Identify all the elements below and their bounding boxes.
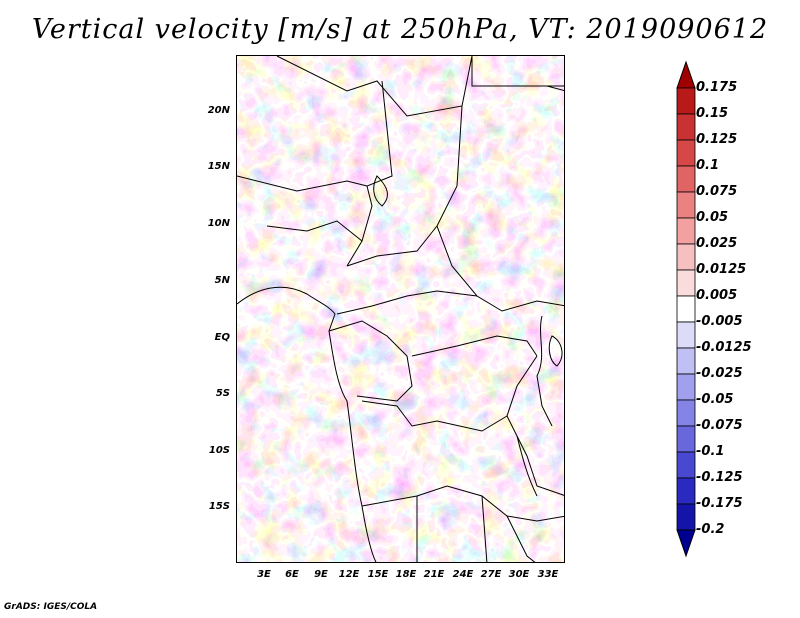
lon-tick-label: 27E	[480, 569, 502, 580]
colorbar-tick-label: 0.1	[696, 158, 720, 173]
colorbar-tick-label: -0.2	[696, 522, 725, 537]
map-title: Vertical velocity [m/s] at 250hPa, VT: 2…	[31, 14, 769, 45]
colorbar-top-arrow	[676, 60, 696, 89]
coastline	[237, 286, 377, 562]
colorbar-swatch	[676, 451, 696, 479]
colorbar-swatch	[676, 295, 696, 323]
lat-tick-label: 10S	[208, 445, 230, 456]
lon-tick-label: 12E	[338, 569, 360, 580]
colorbar-swatch	[676, 477, 696, 505]
lake-outline	[373, 175, 388, 207]
colorbar-swatch	[676, 191, 696, 219]
border-line	[336, 290, 478, 315]
lon-tick-label: 9E	[314, 569, 328, 580]
colorbar-swatch	[676, 373, 696, 401]
colorbar-tick-label: 0.025	[696, 236, 738, 251]
colorbar-swatch	[676, 399, 696, 427]
lat-tick-label: EQ	[214, 332, 230, 343]
colorbar-swatch	[676, 347, 696, 375]
colorbar-tick-label: -0.0125	[696, 340, 752, 355]
colorbar-tick-label: -0.025	[696, 366, 743, 381]
border-line	[237, 175, 368, 192]
lon-tick-label: 21E	[423, 569, 445, 580]
lon-tick-label: 15E	[367, 569, 389, 580]
colorbar-tick-label: -0.175	[696, 496, 743, 511]
country-borders	[237, 56, 564, 562]
colorbar-tick-label: -0.05	[696, 392, 734, 407]
colorbar-swatch	[676, 503, 696, 531]
colorbar-swatch	[676, 217, 696, 245]
lat-tick-label: 10N	[207, 218, 230, 229]
colorbar-swatch	[676, 321, 696, 349]
lat-tick-label: 15N	[207, 161, 230, 172]
lon-tick-label: 30E	[508, 569, 530, 580]
colorbar-bottom-arrow	[676, 529, 696, 558]
lake-outline	[536, 315, 553, 427]
colorbar-swatch	[676, 269, 696, 297]
velocity-field-raster	[237, 56, 564, 562]
border-line	[361, 400, 508, 432]
border-line	[346, 80, 393, 267]
colorbar-swatch	[676, 87, 696, 115]
grads-credit: GrADS: IGES/COLA	[4, 602, 98, 612]
colorbar-tick-label: 0.075	[696, 184, 738, 199]
lake-outline	[548, 335, 563, 367]
lon-tick-label: 3E	[257, 569, 271, 580]
colorbar-tick-label: 0.0125	[696, 262, 747, 277]
colorbar	[676, 60, 696, 558]
lat-tick-label: 15S	[208, 501, 230, 512]
colorbar-swatch	[676, 139, 696, 167]
colorbar-tick-label: 0.005	[696, 288, 738, 303]
colorbar-tick-label: 0.175	[696, 80, 738, 95]
lon-tick-label: 24E	[452, 569, 474, 580]
lat-tick-label: 20N	[207, 105, 230, 116]
colorbar-tick-label: 0.15	[696, 106, 729, 121]
lon-tick-label: 6E	[285, 569, 299, 580]
border-line	[481, 495, 488, 562]
colorbar-tick-label: 0.05	[696, 210, 729, 225]
colorbar-tick-label: -0.005	[696, 314, 743, 329]
colorbar-swatch	[676, 113, 696, 141]
vertical-velocity-field	[237, 56, 564, 562]
border-line	[471, 56, 564, 87]
border-line	[276, 56, 473, 117]
map-plot-area	[236, 55, 565, 563]
lat-tick-label: 5N	[214, 275, 230, 286]
colorbar-swatch	[676, 425, 696, 453]
lon-tick-label: 33E	[537, 569, 559, 580]
colorbar-swatch	[676, 243, 696, 271]
lake-outline	[516, 435, 538, 497]
lat-tick-label: 5S	[215, 388, 230, 399]
colorbar-tick-label: -0.1	[696, 444, 725, 459]
colorbar-swatch	[676, 165, 696, 193]
colorbar-tick-label: 0.125	[696, 132, 738, 147]
border-line	[266, 220, 363, 242]
border-line	[346, 225, 438, 267]
colorbar-tick-label: -0.125	[696, 470, 743, 485]
border-line	[546, 85, 564, 91]
border-line	[436, 105, 564, 312]
colorbar-tick-label: -0.075	[696, 418, 743, 433]
border-line	[328, 320, 413, 402]
lon-tick-label: 18E	[395, 569, 417, 580]
border-line	[506, 515, 536, 562]
border-line	[411, 335, 538, 357]
